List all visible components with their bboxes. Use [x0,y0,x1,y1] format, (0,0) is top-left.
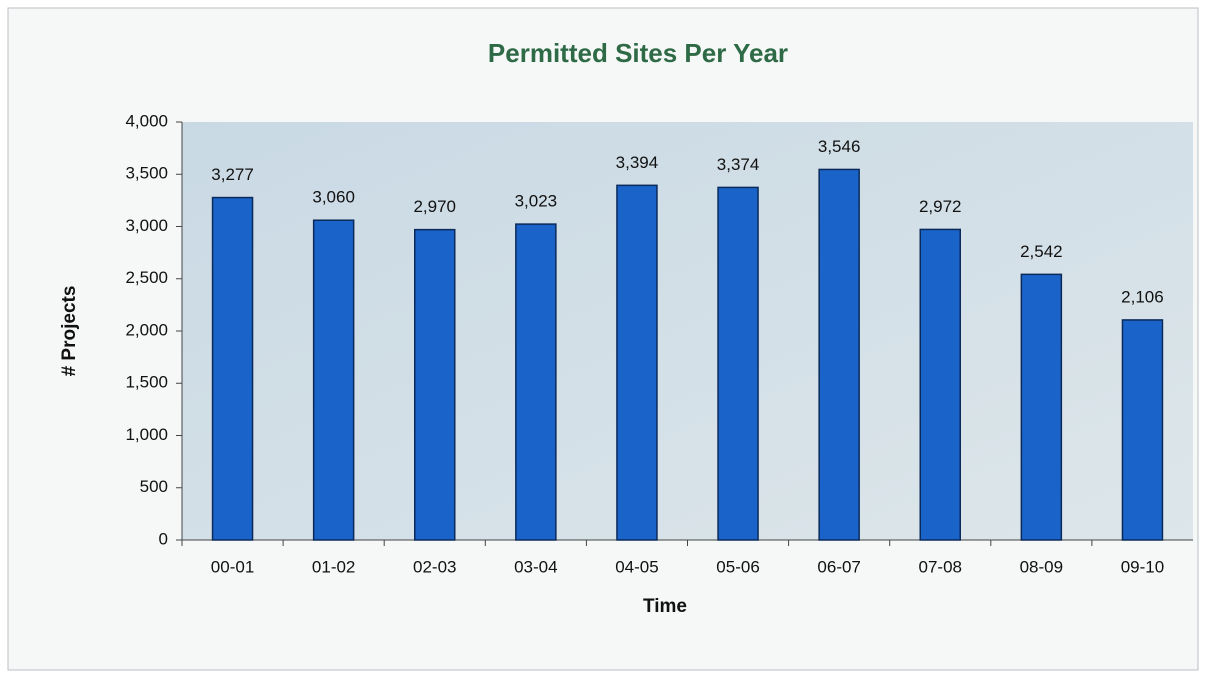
x-tick-label: 07-08 [919,557,962,576]
y-tick-label: 3,000 [125,216,168,235]
data-label: 3,060 [312,188,355,207]
x-tick-label: 06-07 [817,557,860,576]
y-tick-label: 2,500 [125,268,168,287]
data-label: 2,970 [413,197,456,216]
x-tick-label: 02-03 [413,557,456,576]
bar [616,184,658,541]
y-tick-label: 500 [140,477,168,496]
data-label: 2,542 [1020,242,1063,261]
bar [414,228,456,541]
x-tick-label: 00-01 [211,557,254,576]
bar [1121,319,1164,541]
x-tick-label: 05-06 [716,557,759,576]
x-tick-label: 01-02 [312,557,355,576]
y-tick-label: 1,500 [125,373,168,392]
y-tick-label: 2,000 [125,320,168,339]
bar [919,228,961,541]
x-tick-label: 08-09 [1020,557,1063,576]
bar [1020,273,1063,541]
x-tick-label: 03-04 [514,557,557,576]
y-tick-label: 3,500 [125,164,168,183]
y-tick-label: 4,000 [125,111,168,130]
data-label: 3,394 [616,153,659,172]
x-tick-label: 04-05 [615,557,658,576]
data-label: 3,374 [717,155,760,174]
data-label: 3,023 [515,192,558,211]
data-label: 3,546 [818,137,861,156]
y-tick-label: 1,000 [125,425,168,444]
bar [717,186,759,541]
data-label: 2,972 [919,197,962,216]
y-axis-label: # Projects [59,286,80,377]
bar [818,168,860,541]
x-tick-label: 09-10 [1121,557,1164,576]
y-tick-label: 0 [159,529,168,548]
bar [515,223,557,541]
data-label: 2,106 [1121,287,1164,306]
x-axis-label: Time [643,596,687,617]
bar [312,219,355,541]
bar [211,196,254,541]
data-label: 3,277 [211,165,254,184]
chart-title: Permitted Sites Per Year [488,38,788,68]
